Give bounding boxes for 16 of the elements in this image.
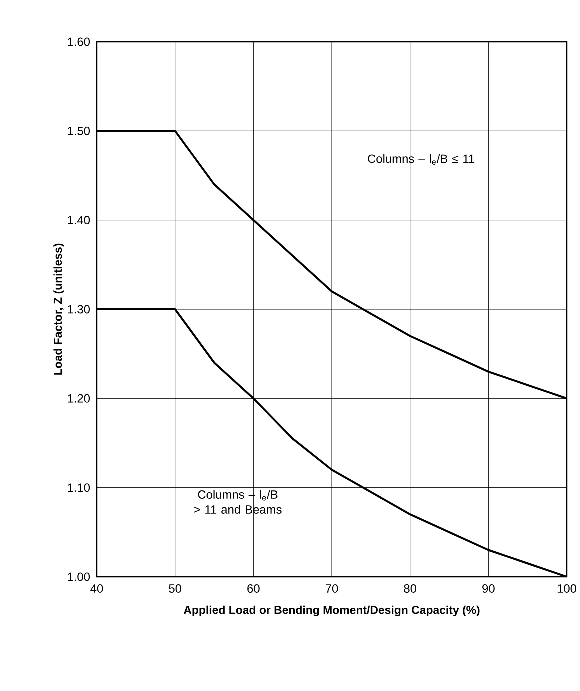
y-tick-label: 1.10 xyxy=(68,484,90,492)
x-axis-title: Applied Load or Bending Moment/Design Capacity (%) xyxy=(184,606,480,617)
x-tick-label: 80 xyxy=(404,584,416,593)
y-tick-label: 1.40 xyxy=(68,216,90,225)
x-tick-label: 60 xyxy=(247,584,260,593)
y-axis-title: Load Factor, Z (unitless) xyxy=(54,244,64,375)
x-tick-label: 100 xyxy=(558,584,576,593)
y-tick-label: 1.00 xyxy=(68,572,90,582)
y-tick-label: 1.30 xyxy=(68,305,90,314)
x-tick-label: 50 xyxy=(169,584,182,593)
y-tick-label: 1.60 xyxy=(68,38,90,46)
x-tick-label: 70 xyxy=(326,584,338,593)
y-tick-label: 1.20 xyxy=(68,394,90,403)
x-tick-label: 40 xyxy=(90,584,104,593)
x-tick-label: 90 xyxy=(482,584,495,593)
y-tick-label: 1.50 xyxy=(68,126,90,136)
